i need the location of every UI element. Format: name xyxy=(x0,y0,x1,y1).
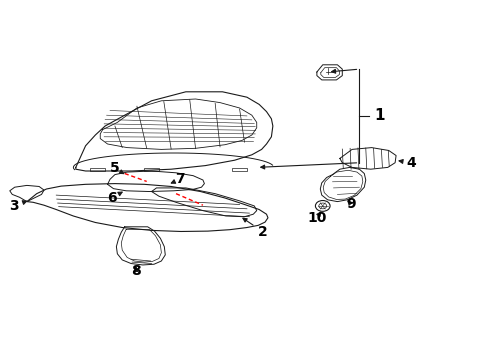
Text: 3: 3 xyxy=(9,199,26,213)
Text: 2: 2 xyxy=(243,218,267,239)
Text: 5: 5 xyxy=(110,162,123,175)
Text: 7: 7 xyxy=(171,172,184,186)
Bar xyxy=(144,168,159,171)
Bar xyxy=(90,168,105,171)
Text: 8: 8 xyxy=(131,264,141,278)
Bar xyxy=(232,168,246,171)
Text: 6: 6 xyxy=(106,191,122,205)
Text: 1: 1 xyxy=(373,108,384,123)
Text: 10: 10 xyxy=(306,211,326,225)
Text: 9: 9 xyxy=(346,198,355,211)
Text: 4: 4 xyxy=(398,156,415,170)
